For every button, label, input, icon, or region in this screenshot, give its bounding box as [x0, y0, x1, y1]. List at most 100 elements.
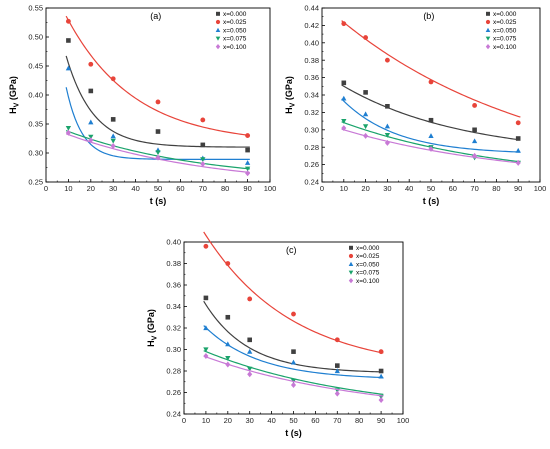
- series-x=0.025: [203, 231, 384, 355]
- data-point: [341, 125, 347, 132]
- data-point: [471, 138, 478, 144]
- data-point: [225, 341, 231, 347]
- x-tick-label: 100: [534, 184, 547, 193]
- y-tick-label: 0.38: [166, 259, 181, 268]
- series-x=0.050: [341, 95, 521, 153]
- x-tick-label: 90: [377, 416, 385, 425]
- data-point: [384, 132, 391, 138]
- data-point: [363, 132, 369, 139]
- legend-label: x=0.100: [493, 44, 517, 51]
- data-point: [384, 123, 391, 129]
- legend-marker: [215, 36, 221, 41]
- y-tick-label: 0.24: [304, 178, 319, 187]
- legend-label: x=0.000: [223, 11, 247, 18]
- x-tick-label: 100: [264, 184, 277, 193]
- series-x=0.050: [65, 65, 251, 165]
- data-point: [363, 35, 369, 40]
- x-tick-label: 80: [355, 416, 363, 425]
- y-tick-label: 0.32: [304, 108, 319, 117]
- legend-label: x=0.025: [356, 253, 380, 260]
- y-tick-label: 0.28: [304, 143, 319, 152]
- data-point: [66, 38, 71, 43]
- legend-marker: [216, 11, 220, 16]
- x-tick-label: 40: [405, 184, 413, 193]
- series-x=0.025: [65, 15, 251, 139]
- data-point: [472, 127, 477, 133]
- y-tick-label: 0.40: [304, 38, 319, 47]
- legend-marker: [348, 270, 354, 275]
- series-x=0.100: [203, 352, 384, 404]
- x-tick-label: 20: [361, 184, 369, 193]
- data-point: [155, 150, 161, 156]
- x-tick-label: 10: [64, 184, 72, 193]
- data-point: [341, 119, 347, 124]
- data-point: [110, 143, 116, 150]
- legend-marker: [486, 11, 490, 16]
- legend-label: x=0.050: [223, 27, 247, 34]
- data-point: [384, 57, 390, 63]
- y-tick-label: 0.34: [166, 302, 181, 311]
- data-point: [290, 359, 297, 365]
- data-point: [247, 366, 253, 372]
- x-tick-label: 20: [224, 416, 232, 425]
- fit-curve: [341, 121, 521, 163]
- y-tick-label: 0.25: [28, 178, 43, 187]
- data-point: [363, 90, 368, 95]
- data-point: [515, 136, 521, 141]
- y-tick-label: 0.26: [166, 388, 181, 397]
- y-tick-label: 0.24: [166, 410, 181, 419]
- legend-label: x=0.075: [223, 36, 247, 43]
- data-point: [472, 103, 478, 108]
- data-point: [203, 243, 209, 249]
- series-x=0.050: [203, 325, 384, 379]
- data-point: [515, 159, 521, 166]
- y-tick-label: 0.50: [28, 33, 43, 42]
- fit-curve: [65, 55, 250, 148]
- x-tick-label: 10: [340, 184, 348, 193]
- data-point: [65, 18, 71, 24]
- x-tick-label: 30: [383, 184, 391, 193]
- series-x=0.025: [341, 20, 521, 126]
- legend-label: x=0.025: [223, 19, 247, 26]
- x-tick-label: 50: [427, 184, 435, 193]
- y-tick-label: 0.55: [28, 4, 43, 13]
- series-x=0.075: [203, 347, 384, 400]
- x-tick-label: 50: [289, 416, 297, 425]
- fit-curve: [65, 15, 250, 137]
- y-tick-label: 0.30: [28, 149, 43, 158]
- x-tick-label: 60: [176, 184, 184, 193]
- data-point: [155, 99, 161, 105]
- data-point: [335, 363, 340, 368]
- data-point: [110, 133, 116, 139]
- data-point: [225, 261, 231, 266]
- legend-label: x=0.100: [356, 278, 380, 285]
- legend-label: x=0.050: [356, 261, 380, 268]
- data-point: [244, 166, 251, 172]
- x-axis-label: t (s): [285, 428, 302, 438]
- x-tick-label: 20: [87, 184, 95, 193]
- data-point: [291, 349, 296, 354]
- x-tick-label: 30: [246, 416, 254, 425]
- fit-curve: [203, 355, 384, 397]
- y-tick-label: 0.44: [304, 4, 319, 13]
- series-x=0.075: [341, 119, 521, 166]
- legend-marker: [215, 44, 221, 50]
- legend-label: x=0.075: [493, 36, 517, 43]
- data-point: [245, 170, 251, 177]
- legend-label: x=0.050: [493, 27, 517, 34]
- data-point: [245, 133, 251, 139]
- data-point: [203, 352, 209, 359]
- data-point: [225, 361, 231, 368]
- data-point: [245, 147, 250, 153]
- y-tick-label: 0.30: [304, 125, 319, 134]
- data-point: [65, 125, 72, 131]
- legend-marker: [215, 27, 221, 32]
- data-point: [378, 368, 384, 374]
- x-tick-label: 90: [514, 184, 522, 193]
- data-point: [428, 133, 434, 138]
- data-point: [378, 373, 384, 379]
